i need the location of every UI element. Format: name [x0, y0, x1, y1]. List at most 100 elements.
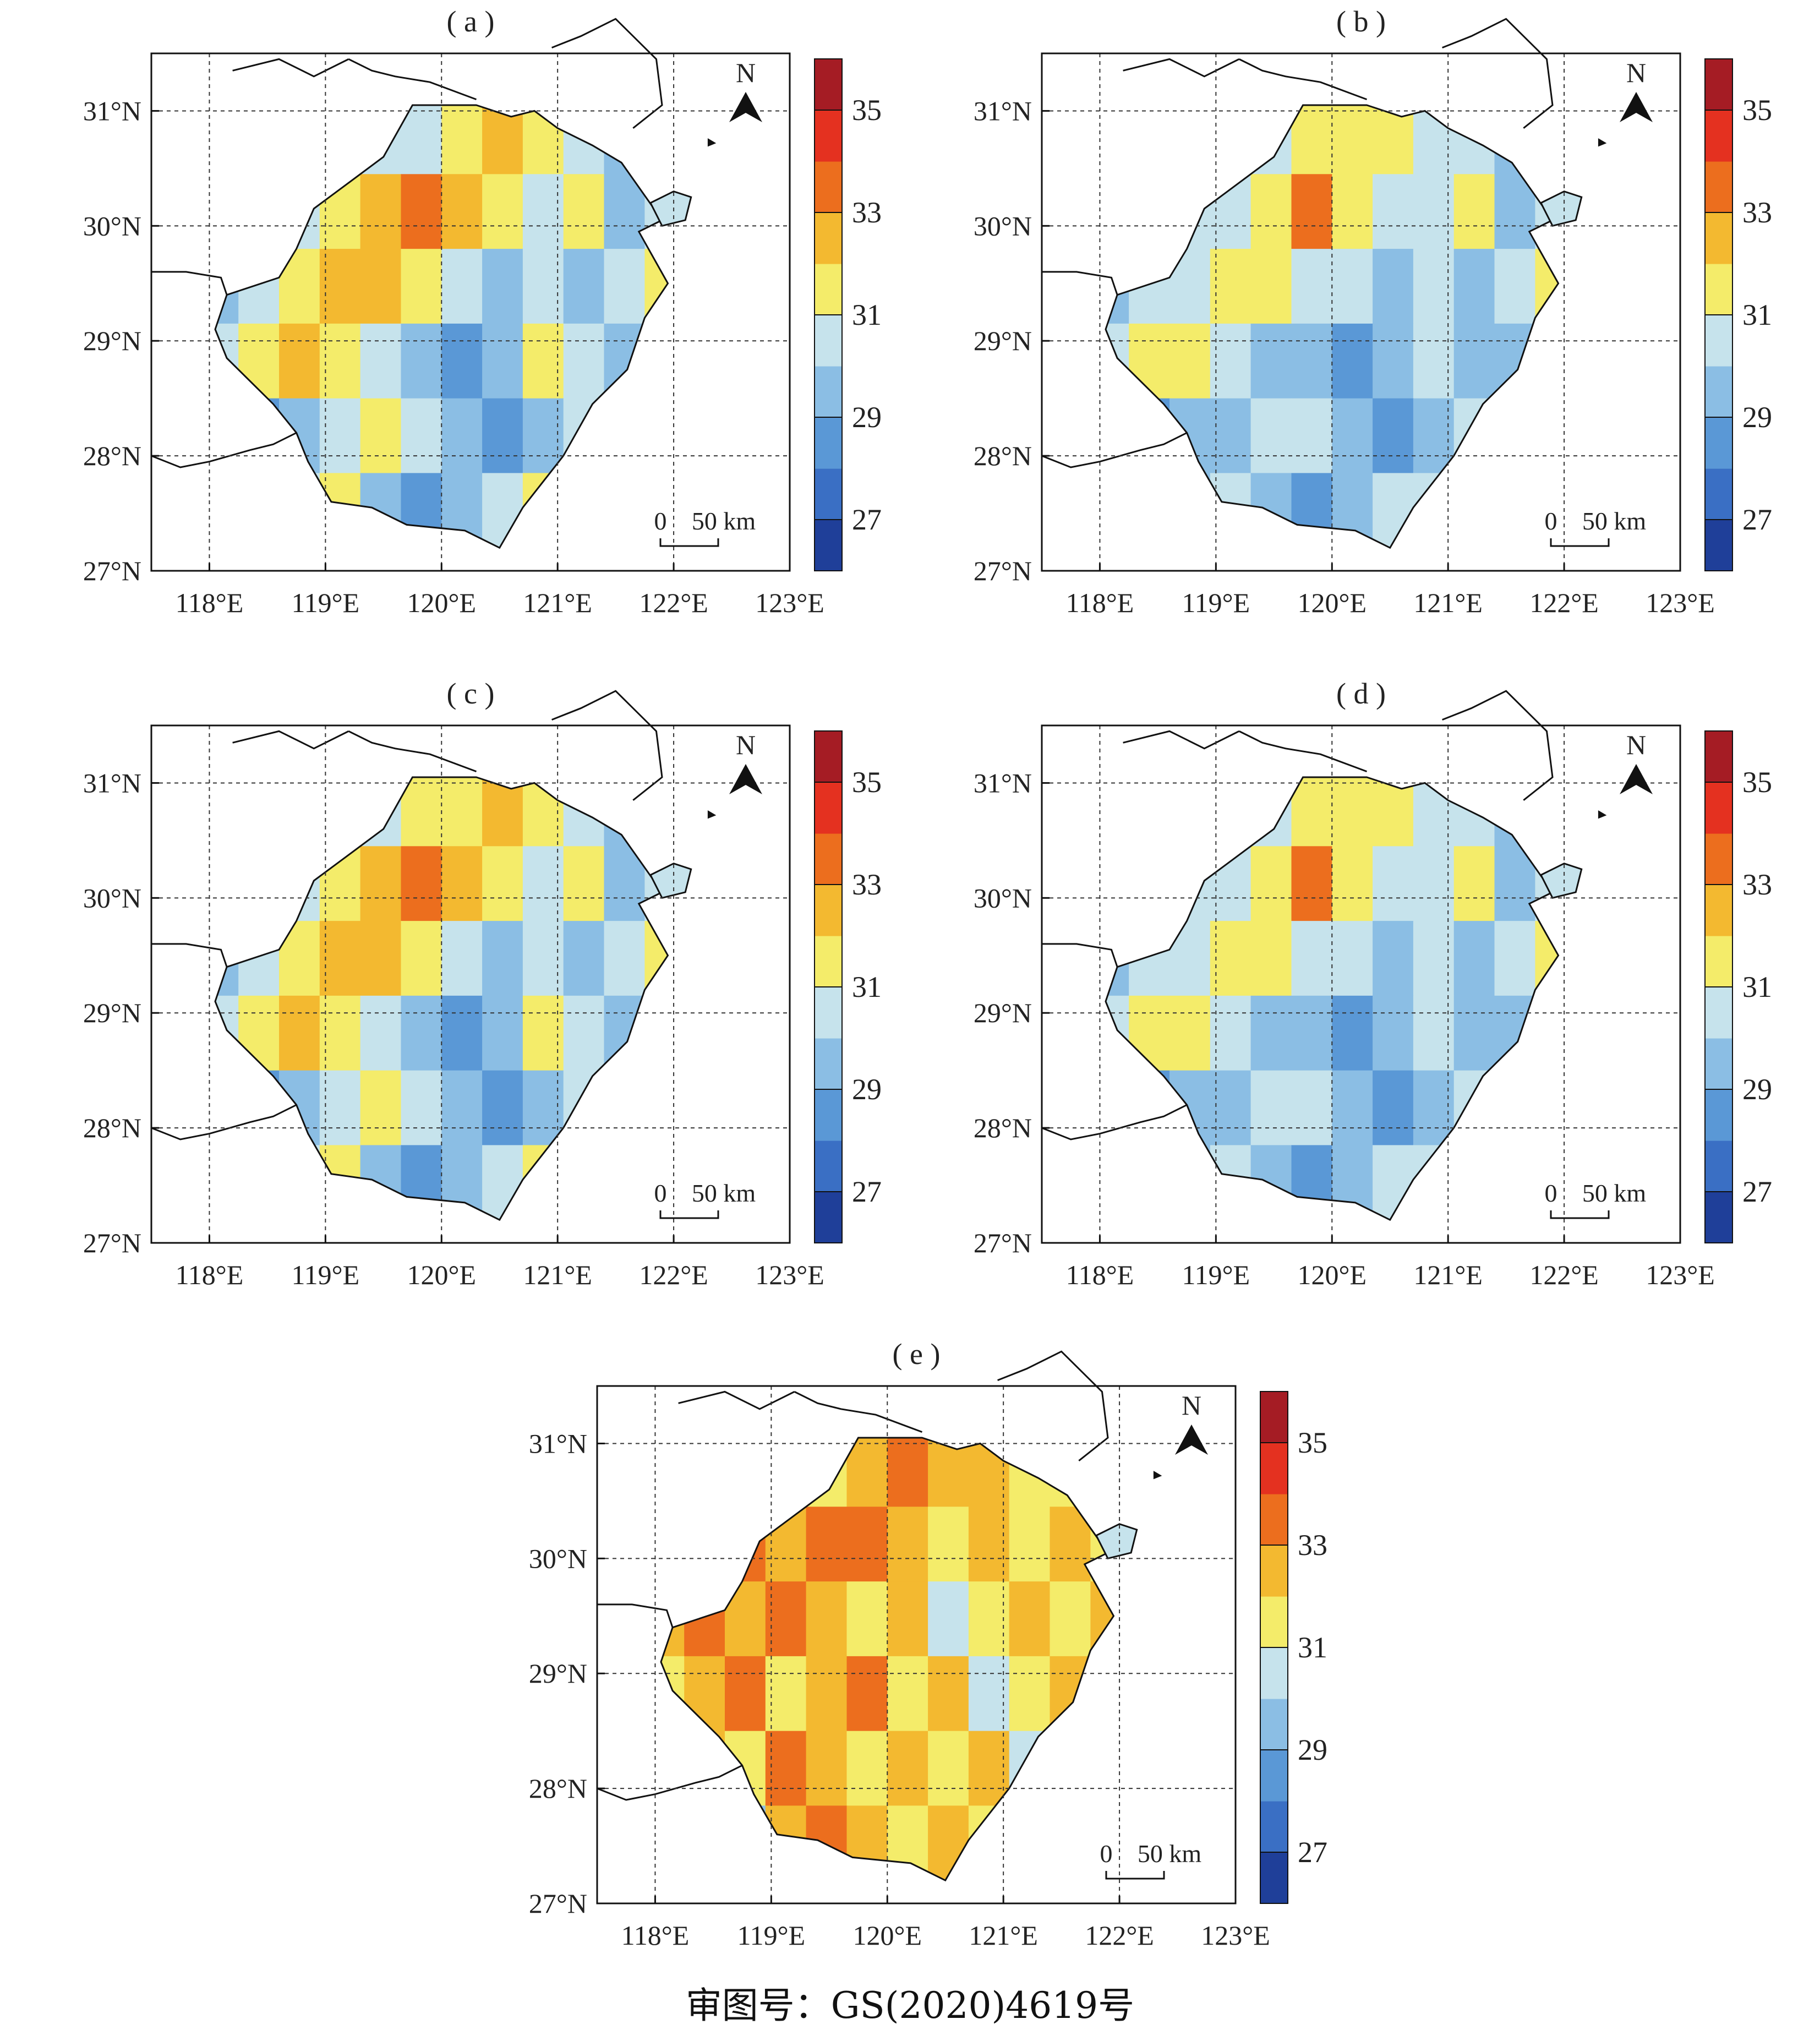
colorbar-segment — [815, 468, 842, 520]
y-tick-label: 29°N — [974, 325, 1032, 356]
field-cell — [1169, 1145, 1211, 1220]
shanghai-coastline — [997, 1350, 1109, 1461]
colorbar-segment — [1705, 987, 1732, 1039]
colorbar-segment — [815, 936, 842, 987]
scale-zero-label: 0 — [654, 507, 667, 535]
field-cell — [644, 995, 668, 1071]
map-frame — [150, 52, 791, 572]
y-tick-label: 27°N — [974, 555, 1032, 586]
x-tick-label: 122°E — [1529, 587, 1599, 618]
jiangsu-boundary — [348, 730, 477, 773]
field-cell — [279, 921, 320, 996]
colorbar-tick-label: 35 — [1298, 1426, 1327, 1459]
colorbar-segment — [815, 1038, 842, 1090]
colorbar: 35 33 31 29 27 — [1704, 58, 1772, 571]
y-tick-label: 28°N — [83, 440, 141, 471]
field-cell — [401, 323, 442, 399]
field-cell — [563, 249, 605, 324]
field-cell — [441, 995, 483, 1071]
field-cell — [441, 921, 483, 996]
colorbar-segment — [815, 885, 842, 936]
field-cell — [1291, 323, 1333, 399]
north-label: N — [1182, 1390, 1201, 1421]
field-cell — [725, 1805, 766, 1881]
field-cell — [725, 1581, 766, 1657]
field-cell — [644, 1070, 668, 1146]
field-cell — [846, 1507, 888, 1582]
colorbar-segment — [1705, 315, 1732, 367]
field-cell — [765, 1731, 807, 1807]
scale-bar — [1105, 1871, 1165, 1880]
field-cell — [238, 398, 280, 474]
field-cell — [604, 473, 646, 548]
colorbar-segment — [815, 1140, 842, 1192]
y-tick-label: 30°N — [529, 1543, 587, 1574]
y-tick-label: 29°N — [529, 1658, 587, 1689]
jiangsu-boundary — [348, 58, 477, 101]
map-frame — [1041, 724, 1681, 1244]
x-tick-label: 119°E — [292, 587, 360, 618]
scale-distance-label: 50 km — [692, 1179, 756, 1207]
north-arrow-icon — [1175, 1425, 1208, 1455]
y-tick-label: 31°N — [974, 767, 1032, 798]
field-cell — [604, 1070, 646, 1146]
x-tick-label: 122°E — [639, 1259, 708, 1290]
field-cell — [644, 777, 668, 847]
field-cell — [279, 995, 320, 1071]
field-cell — [604, 846, 646, 922]
scale-bar — [1550, 1210, 1610, 1219]
field-cell — [319, 323, 361, 399]
field-cell — [1129, 398, 1170, 474]
field-cell — [604, 249, 646, 324]
field-cell — [846, 1656, 888, 1732]
colorbar-tick-label: 35 — [852, 94, 882, 127]
field-cell — [401, 398, 442, 474]
island — [1598, 810, 1607, 819]
colorbar-segment — [1705, 59, 1732, 111]
field-cell — [1169, 995, 1211, 1071]
anhui-boundary-north — [678, 1390, 795, 1410]
province-boundary — [214, 776, 669, 1221]
field-cell — [238, 921, 280, 996]
colorbar-tick-label: 27 — [852, 1175, 882, 1208]
zhoushan-islands — [649, 190, 692, 227]
colorbar: 35 33 31 29 27 — [814, 58, 882, 571]
colorbar-segment — [1705, 731, 1732, 783]
field-cell — [482, 1070, 523, 1146]
colorbar-tick-label: 31 — [1742, 298, 1772, 331]
panel-title: ( e ) — [893, 1338, 941, 1371]
colorbar-segment — [815, 1192, 842, 1243]
jiangxi-boundary — [151, 1104, 297, 1140]
north-arrow-icon — [729, 92, 762, 122]
field-cell — [279, 473, 320, 548]
island — [707, 138, 717, 147]
zhoushan-islands — [1539, 190, 1583, 227]
y-tick-label: 28°N — [529, 1773, 587, 1804]
jiangxi-boundary — [1041, 432, 1188, 468]
anhui-boundary-west — [1042, 271, 1118, 296]
x-tick-label: 123°E — [1201, 1920, 1270, 1951]
colorbar-segment — [815, 110, 842, 162]
field-cell — [1250, 846, 1292, 922]
field-cell — [1106, 846, 1130, 922]
field-cell — [215, 995, 239, 1071]
field-cell — [441, 846, 483, 922]
colorbar-tick-label: 33 — [1742, 196, 1772, 229]
field-cell — [215, 174, 239, 250]
colorbar-segment — [815, 833, 842, 885]
field-cell — [725, 1507, 766, 1582]
field-cell — [1009, 1805, 1051, 1881]
colorbar-segment — [1705, 264, 1732, 315]
field-cell — [806, 1507, 848, 1582]
field-cell — [928, 1581, 969, 1657]
field-cell — [360, 249, 402, 324]
field-cell — [563, 1070, 605, 1146]
field-cell — [1332, 249, 1374, 324]
field-cell — [928, 1805, 969, 1881]
field-cell — [725, 1656, 766, 1732]
field-cell — [928, 1731, 969, 1807]
field-cell — [238, 846, 280, 922]
colorbar-segment — [1260, 1852, 1288, 1904]
colorbar-segment — [1705, 782, 1732, 834]
north-arrow-icon — [1620, 92, 1653, 122]
